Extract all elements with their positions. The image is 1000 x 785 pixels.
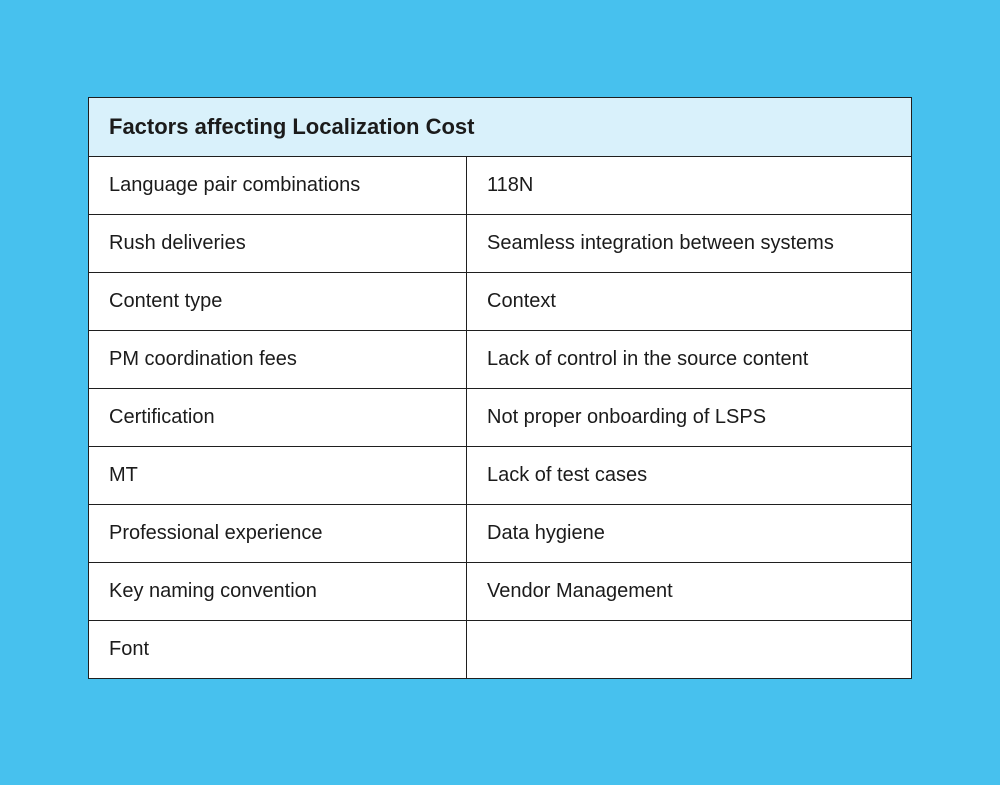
- factor-cell: Certification: [88, 388, 467, 447]
- factor-cell: Professional experience: [88, 504, 467, 563]
- factor-cell: Rush deliveries: [88, 214, 467, 273]
- factor-cell: Language pair combinations: [88, 156, 467, 215]
- issue-cell: Lack of test cases: [466, 446, 912, 505]
- table-title: Factors affecting Localization Cost: [88, 97, 912, 157]
- issue-cell: 118N: [466, 156, 912, 215]
- factor-cell: PM coordination fees: [88, 330, 467, 389]
- issue-cell: Vendor Management: [466, 562, 912, 621]
- issue-cell: [466, 620, 912, 679]
- factor-cell: Key naming convention: [88, 562, 467, 621]
- issue-cell: Context: [466, 272, 912, 331]
- factor-cell: Content type: [88, 272, 467, 331]
- table-header-row: Factors affecting Localization Cost: [88, 97, 912, 157]
- table-row: Professional experience Data hygiene: [88, 504, 912, 563]
- table-row: Rush deliveries Seamless integration betw…: [88, 214, 912, 273]
- factor-cell: Font: [88, 620, 467, 679]
- table-row: PM coordination fees Lack of control in t…: [88, 330, 912, 389]
- table-row: Certification Not proper onboarding of LS…: [88, 388, 912, 447]
- table-row: MT Lack of test cases: [88, 446, 912, 505]
- issue-cell: Not proper onboarding of LSPS: [466, 388, 912, 447]
- factor-cell: MT: [88, 446, 467, 505]
- issue-cell: Seamless integration between systems: [466, 214, 912, 273]
- table-row: Content type Context: [88, 272, 912, 331]
- table-body: Language pair combinations 118N Rush deliv…: [88, 156, 912, 679]
- localization-cost-table: Factors affecting Localization Cost Lang…: [88, 97, 912, 679]
- table-row: Key naming convention Vendor Management: [88, 562, 912, 621]
- table-row: Font: [88, 620, 912, 679]
- issue-cell: Data hygiene: [466, 504, 912, 563]
- issue-cell: Lack of control in the source content: [466, 330, 912, 389]
- table-row: Language pair combinations 118N: [88, 156, 912, 215]
